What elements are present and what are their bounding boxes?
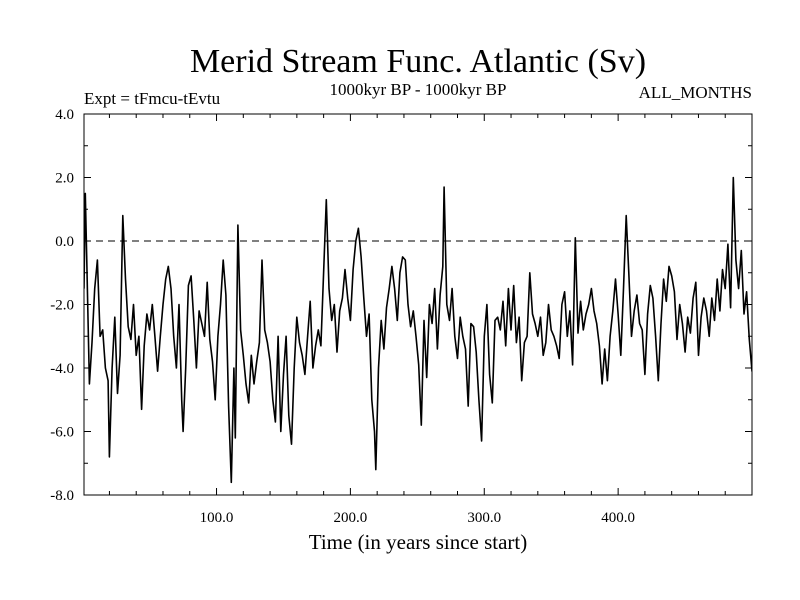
y-tick-label: -2.0	[50, 298, 74, 314]
y-tick-label: 2.0	[55, 171, 74, 187]
y-tick-label: -4.0	[50, 361, 74, 377]
y-tick-label: -8.0	[50, 488, 74, 504]
x-tick-label: 300.0	[467, 510, 501, 526]
plot-frame	[83, 113, 753, 496]
x-tick-label: 100.0	[200, 510, 234, 526]
experiment-label: Expt = tFmcu-tEvtu	[84, 89, 221, 108]
x-tick-label: 200.0	[334, 510, 368, 526]
y-tick-label: 0.0	[55, 234, 74, 250]
period-label: 1000kyr BP - 1000kyr BP	[330, 80, 507, 99]
x-axis: 100.0 200.0 300.0 400.0	[108, 114, 753, 526]
y-tick-label: 4.0	[55, 107, 74, 123]
y-axis: 4.0 2.0 0.0 -2.0 -4.0 -6.0 -8.0	[50, 107, 752, 504]
x-tick-label: 400.0	[601, 510, 635, 526]
months-label: ALL_MONTHS	[639, 83, 752, 102]
series-group	[84, 176, 752, 484]
series-line	[84, 176, 752, 484]
x-axis-label: Time (in years since start)	[309, 530, 528, 554]
chart-title: Merid Stream Func. Atlantic (Sv)	[190, 43, 646, 80]
y-tick-label: -6.0	[50, 425, 74, 441]
